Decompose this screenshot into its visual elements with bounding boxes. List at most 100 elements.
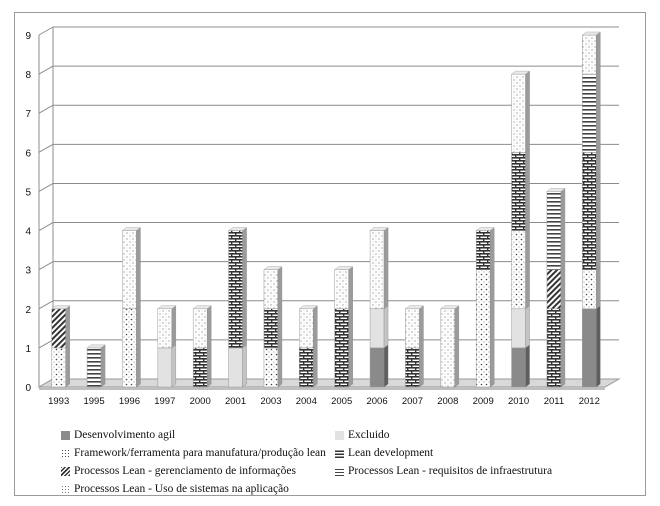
x-tick-label: 2012 (579, 396, 600, 407)
bar-segment-side (277, 344, 283, 388)
y-tick-label: 8 (25, 70, 31, 81)
bar-segment-side (525, 148, 530, 231)
gridline-side (38, 300, 54, 310)
bar-segment-side (560, 305, 566, 388)
bar-segment-side (596, 266, 601, 310)
x-tick-label: 2005 (331, 396, 352, 407)
bar-segment-side (525, 227, 530, 310)
x-tick-label: 2000 (190, 396, 211, 407)
bar-segment-side (489, 266, 495, 388)
bar-segment-side (171, 305, 177, 349)
bar-segment (369, 308, 385, 349)
x-tick-label: 1997 (154, 396, 175, 407)
bar-top (510, 70, 531, 75)
chart-frame: 0 1 2 3 4 5 6 7 8 9 1993 1995 1996 1997 2000 2001 2003 20… (14, 12, 646, 496)
y-tick-label: 6 (25, 148, 31, 159)
bar-segment-side (136, 227, 141, 310)
legend-swatch (61, 448, 70, 458)
legend-item: Excluido (335, 429, 390, 441)
bar-segment (263, 269, 279, 310)
legend-swatch (61, 430, 70, 440)
bar-segment (192, 347, 208, 388)
legend-item: Processos Lean - gerenciamento de inform… (61, 465, 296, 477)
gridline-side (38, 65, 54, 75)
bar-top (192, 305, 212, 309)
bar-top (157, 305, 177, 309)
bar-segment (51, 347, 66, 388)
bar-segment-side (171, 344, 177, 388)
legend-swatch (61, 466, 70, 476)
gridline-side (38, 339, 54, 349)
bar-segment (405, 347, 420, 388)
bar-segment (511, 230, 526, 310)
bar-segment (546, 191, 562, 270)
x-tick-label: 2006 (366, 396, 387, 407)
bar-top (404, 305, 425, 309)
bar-top (440, 305, 460, 309)
bar-segment-side (454, 305, 460, 388)
bar-segment (51, 308, 66, 349)
legend-label: Lean development (348, 447, 434, 459)
bar-segment (582, 308, 597, 388)
x-tick-label: 2009 (473, 396, 494, 407)
x-tick-label: 1996 (119, 396, 140, 407)
x-tick-label: 2004 (296, 396, 317, 407)
bar-segment (263, 308, 279, 349)
bar-segment (405, 308, 420, 349)
bar-segment (334, 308, 349, 388)
bar-segment (122, 230, 137, 310)
x-tick-label: 2011 (544, 396, 564, 407)
bar-segment-side (596, 148, 601, 271)
bar-segment-side (596, 305, 601, 388)
bar-segment-side (277, 266, 283, 310)
bar-segment (511, 152, 526, 231)
bar-segment (157, 308, 173, 349)
bar-segment-side (596, 31, 601, 75)
bar-segment-side (560, 188, 566, 271)
legend-swatch (61, 484, 70, 494)
y-tick-label: 1 (25, 344, 31, 355)
stacked-bar-chart: 0 1 2 3 4 5 6 7 8 9 1993 1995 1996 1997 2000 2001 2003 20… (25, 26, 621, 407)
y-tick-label: 0 (25, 383, 31, 394)
bar-top (298, 305, 318, 309)
bar-segment-side (206, 305, 212, 349)
bar-top (334, 266, 354, 270)
gridline-side (38, 26, 54, 36)
bar-segment (546, 269, 562, 310)
x-tick-label: 2007 (402, 396, 423, 407)
y-tick-label: 2 (25, 305, 31, 316)
y-tick-label: 5 (25, 187, 31, 198)
bar-segment (369, 347, 385, 388)
bar-segment (582, 34, 597, 75)
bar-segment-side (136, 305, 141, 388)
bar-segment-side (489, 227, 495, 271)
bar-segment-side (242, 344, 247, 388)
legend-item: Processos Lean - requisitos de infraestr… (335, 465, 552, 477)
bar-segment-side (313, 305, 318, 349)
bar-segment (511, 73, 526, 153)
x-tick-label: 2003 (260, 396, 281, 407)
y-tick-label: 4 (25, 227, 31, 238)
bar-segment-side (383, 344, 389, 388)
bar-segment-side (206, 344, 212, 388)
bar-segment-side (419, 305, 424, 349)
bar-segment-side (242, 227, 247, 349)
bar-segment (86, 347, 102, 388)
bar-segment-side (419, 344, 424, 388)
legend-item: Processos Lean - Uso de sistemas na apli… (61, 483, 289, 495)
bar-segment (299, 347, 314, 388)
legend-item: Framework/ferramenta para manufatura/pro… (61, 447, 326, 459)
bar-segment-side (383, 227, 389, 310)
bar-segment-side (525, 305, 530, 349)
x-tick-label: 2001 (225, 396, 246, 407)
bar-segment (228, 347, 243, 388)
bar-top (581, 31, 601, 36)
bar-top (546, 188, 566, 192)
bar-top (369, 227, 389, 231)
gridline-side (38, 104, 54, 114)
bar-segment-side (525, 70, 530, 153)
gridline-side (38, 143, 54, 153)
legend-item: Lean development (335, 447, 433, 459)
chart-floor-edge (39, 387, 605, 390)
bar-segment (475, 230, 491, 270)
